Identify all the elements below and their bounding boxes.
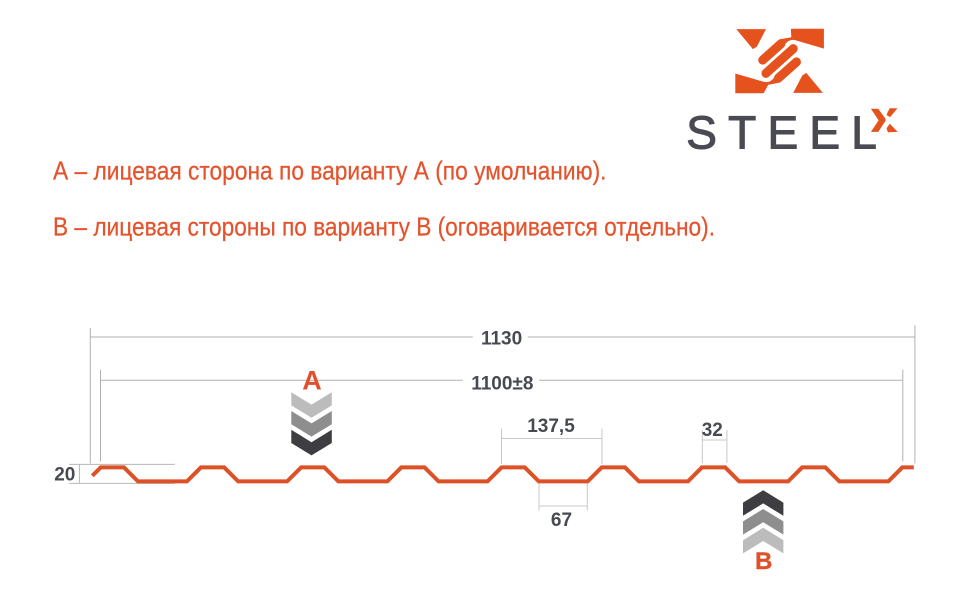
svg-text:STEEL: STEEL	[686, 106, 888, 158]
svg-text:67: 67	[551, 510, 572, 531]
svg-text:32: 32	[702, 420, 723, 441]
svg-text:А – лицевая сторона по вариант: А – лицевая сторона по варианту А (по ум…	[53, 156, 607, 186]
svg-text:137,5: 137,5	[527, 416, 575, 437]
svg-text:1130: 1130	[481, 329, 522, 350]
svg-text:20: 20	[54, 465, 75, 486]
svg-text:В – лицевая стороны по вариант: В – лицевая стороны по варианту В (огова…	[53, 212, 715, 242]
svg-text:1100±8: 1100±8	[471, 374, 533, 395]
svg-text:А: А	[302, 366, 322, 396]
svg-text:В: В	[755, 548, 772, 575]
